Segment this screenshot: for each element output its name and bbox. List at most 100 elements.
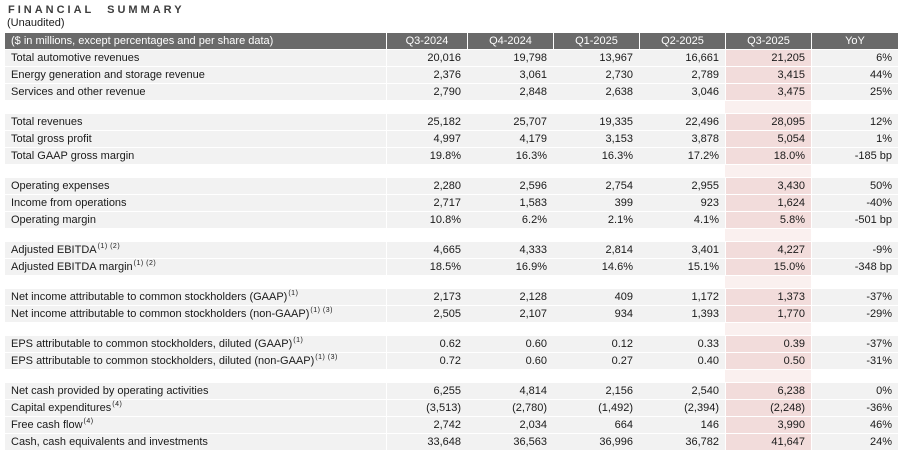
spacer-cell — [386, 101, 467, 113]
header-col-q1-2025: Q1-2025 — [553, 33, 639, 49]
spacer-cell — [5, 165, 386, 177]
value-cell: 16.3% — [553, 148, 639, 164]
value-cell: 4,179 — [467, 131, 553, 147]
value-cell-yoy: -37% — [811, 289, 898, 305]
row-label: Capital expenditures(4) — [5, 400, 386, 416]
value-cell: 4,997 — [386, 131, 467, 147]
value-cell: 2,173 — [386, 289, 467, 305]
table-row: Adjusted EBITDA(1) (2) 4,665 4,333 2,814 3,4… — [5, 242, 898, 258]
spacer-highlight-cell — [725, 165, 811, 177]
spacer-cell — [5, 101, 386, 113]
value-cell-highlighted: 6,238 — [725, 383, 811, 399]
value-cell-highlighted: 15.0% — [725, 259, 811, 275]
spacer-cell — [639, 165, 725, 177]
value-cell: 2,596 — [467, 178, 553, 194]
table-row: EPS attributable to common stockholders,… — [5, 353, 898, 369]
table-row: Energy generation and storage revenue 2,3… — [5, 67, 898, 83]
row-label-text: Energy generation and storage revenue — [11, 69, 205, 81]
value-cell: 3,878 — [639, 131, 725, 147]
spacer-cell — [639, 323, 725, 335]
value-cell: 0.62 — [386, 336, 467, 352]
spacer-highlight-cell — [725, 101, 811, 113]
value-cell: 16.3% — [467, 148, 553, 164]
table-row: Net cash provided by operating activitie… — [5, 383, 898, 399]
value-cell: 14.6% — [553, 259, 639, 275]
value-cell: 0.12 — [553, 336, 639, 352]
spacer-cell — [386, 276, 467, 288]
group-spacer-row — [5, 370, 898, 382]
value-cell: 36,563 — [467, 434, 553, 450]
financial-summary-table: ($ in millions, except percentages and p… — [5, 33, 898, 450]
value-cell: 0.27 — [553, 353, 639, 369]
table-row: Free cash flow(4) 2,742 2,034 664 146 3,990 46… — [5, 417, 898, 433]
row-label: Operating margin — [5, 212, 386, 228]
value-cell-yoy: 0% — [811, 383, 898, 399]
value-cell-highlighted: 0.39 — [725, 336, 811, 352]
spacer-cell — [811, 323, 898, 335]
row-label: Energy generation and storage revenue — [5, 67, 386, 83]
row-label: EPS attributable to common stockholders,… — [5, 336, 386, 352]
table-header-row: ($ in millions, except percentages and p… — [5, 33, 898, 49]
group-spacer-row — [5, 323, 898, 335]
value-cell: 2,376 — [386, 67, 467, 83]
value-cell: 4,333 — [467, 242, 553, 258]
table-body: Total automotive revenues 20,016 19,798 13,… — [5, 50, 898, 450]
value-cell: 19.8% — [386, 148, 467, 164]
row-label-footnote: (1) (2) — [133, 260, 157, 268]
spacer-cell — [553, 229, 639, 241]
spacer-cell — [553, 101, 639, 113]
spacer-cell — [553, 276, 639, 288]
spacer-cell — [639, 229, 725, 241]
value-cell-highlighted: 18.0% — [725, 148, 811, 164]
row-label: Income from operations — [5, 195, 386, 211]
value-cell: (2,780) — [467, 400, 553, 416]
value-cell-highlighted: 0.50 — [725, 353, 811, 369]
value-cell: 0.60 — [467, 336, 553, 352]
value-cell: 2,717 — [386, 195, 467, 211]
group-spacer-row — [5, 165, 898, 177]
value-cell: 0.72 — [386, 353, 467, 369]
spacer-cell — [5, 276, 386, 288]
spacer-cell — [467, 370, 553, 382]
row-label: Total revenues — [5, 114, 386, 130]
value-cell-highlighted: 21,205 — [725, 50, 811, 66]
value-cell-yoy: -37% — [811, 336, 898, 352]
value-cell: 2,742 — [386, 417, 467, 433]
value-cell: 146 — [639, 417, 725, 433]
spacer-cell — [386, 229, 467, 241]
value-cell: 2,505 — [386, 306, 467, 322]
header-col-q3-2025: Q3-2025 — [725, 33, 811, 49]
table-row: EPS attributable to common stockholders,… — [5, 336, 898, 352]
value-cell: 16,661 — [639, 50, 725, 66]
value-cell-highlighted: 5,054 — [725, 131, 811, 147]
value-cell-highlighted: 28,095 — [725, 114, 811, 130]
value-cell: 0.40 — [639, 353, 725, 369]
row-label: Services and other revenue — [5, 84, 386, 100]
row-label-text: Total automotive revenues — [11, 52, 140, 64]
value-cell: 1,393 — [639, 306, 725, 322]
value-cell: 934 — [553, 306, 639, 322]
value-cell: 3,153 — [553, 131, 639, 147]
value-cell: 2,034 — [467, 417, 553, 433]
group-spacer-row — [5, 101, 898, 113]
row-label-text: Net income attributable to common stockh… — [11, 308, 310, 320]
value-cell: 2,128 — [467, 289, 553, 305]
value-cell-yoy: 12% — [811, 114, 898, 130]
spacer-cell — [639, 276, 725, 288]
value-cell: 1,172 — [639, 289, 725, 305]
row-label-text: Total revenues — [11, 116, 83, 128]
value-cell-highlighted: 5.8% — [725, 212, 811, 228]
value-cell: 399 — [553, 195, 639, 211]
row-label: Total automotive revenues — [5, 50, 386, 66]
header-col-q3-2024: Q3-2024 — [386, 33, 467, 49]
spacer-cell — [811, 370, 898, 382]
value-cell: 2,638 — [553, 84, 639, 100]
header-col-q4-2024: Q4-2024 — [467, 33, 553, 49]
value-cell: 0.60 — [467, 353, 553, 369]
row-label: Net income attributable to common stockh… — [5, 289, 386, 305]
row-label-text: Total gross profit — [11, 133, 92, 145]
table-row: Total automotive revenues 20,016 19,798 13,… — [5, 50, 898, 66]
table-row: Capital expenditures(4) (3,513) (2,780) (1,… — [5, 400, 898, 416]
header-label-column: ($ in millions, except percentages and p… — [11, 35, 274, 47]
value-cell-yoy: -40% — [811, 195, 898, 211]
